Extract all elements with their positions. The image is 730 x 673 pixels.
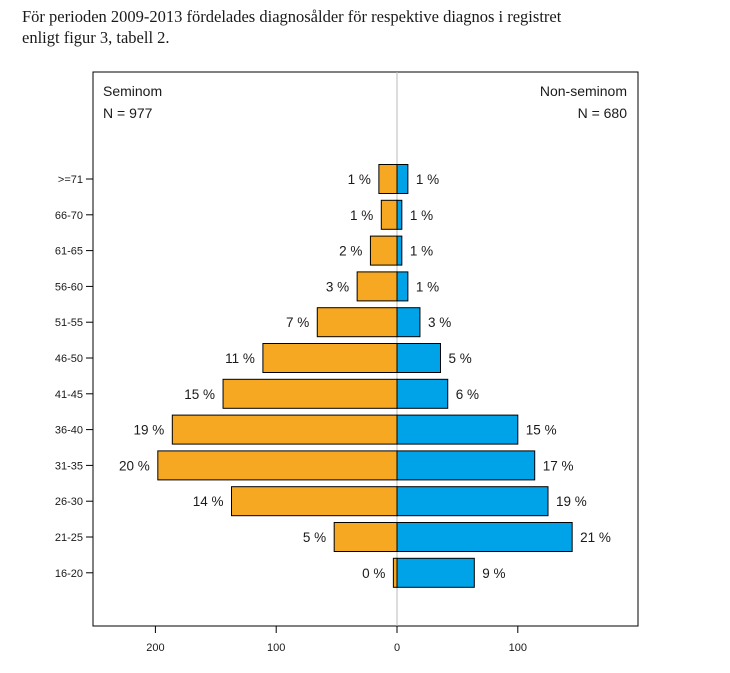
bar-seminom xyxy=(222,378,398,409)
bar-non-seminom xyxy=(396,414,519,445)
y-axis: >=71 66-70 61-65 56-60 51-55 46-50 41-45 36-40 3… xyxy=(55,174,93,580)
x-tick-label: 100 xyxy=(509,642,527,654)
y-tick-label: 36-40 xyxy=(55,425,83,437)
bar-label-non-seminom: 5 % xyxy=(448,351,471,366)
bar-non-seminom xyxy=(396,557,475,588)
bar-non-seminom xyxy=(396,343,441,373)
bar-label-seminom: 0 % xyxy=(362,566,385,581)
bar-labels: 1 % 1 % 1 % 1 % 2 % 1 % 3 % 1 % 7 % 3 % 11 % 5 % 15 … xyxy=(119,172,611,581)
y-tick-label: 16-20 xyxy=(55,568,83,580)
intro-text: För perioden 2009-2013 fördelades diagno… xyxy=(22,6,722,48)
intro-line-1: För perioden 2009-2013 fördelades diagno… xyxy=(22,7,562,26)
y-tick-label: 21-25 xyxy=(55,532,83,544)
bar-seminom xyxy=(171,414,398,445)
plot-frame xyxy=(92,71,639,627)
series-right-name: Non-seminom xyxy=(540,83,627,99)
bar-label-seminom: 7 % xyxy=(286,315,309,330)
x-tick-label: 100 xyxy=(267,642,285,654)
y-tick-label: 61-65 xyxy=(55,246,83,258)
bar-label-non-seminom: 3 % xyxy=(428,315,451,330)
bar-label-seminom: 3 % xyxy=(326,279,349,294)
y-tick-label: 51-55 xyxy=(55,317,83,329)
bar-non-seminom xyxy=(396,164,409,194)
bar-non-seminom xyxy=(396,199,403,230)
bar-seminom xyxy=(378,164,398,194)
series-right-n: N = 680 xyxy=(578,105,628,121)
bar-non-seminom xyxy=(396,522,573,552)
bar-label-non-seminom: 19 % xyxy=(556,494,587,509)
y-tick-label: >=71 xyxy=(58,174,83,186)
x-tick-label: 0 xyxy=(394,642,400,654)
bar-non-seminom xyxy=(396,235,403,266)
bar-label-seminom: 15 % xyxy=(184,387,215,402)
y-tick-label: 56-60 xyxy=(55,281,83,293)
bar-seminom xyxy=(356,271,398,302)
bar-label-non-seminom: 1 % xyxy=(416,279,439,294)
y-tick-label: 46-50 xyxy=(55,353,83,365)
bar-label-non-seminom: 9 % xyxy=(482,566,505,581)
bar-seminom xyxy=(333,522,398,552)
x-tick-label: 200 xyxy=(146,642,164,654)
bar-label-seminom: 1 % xyxy=(350,208,373,223)
bar-label-non-seminom: 17 % xyxy=(543,458,574,473)
bar-label-seminom: 20 % xyxy=(119,458,150,473)
bar-seminom xyxy=(262,343,398,373)
bar-non-seminom xyxy=(396,450,536,481)
bar-label-non-seminom: 1 % xyxy=(410,244,433,259)
bar-label-seminom: 1 % xyxy=(348,172,371,187)
bar-non-seminom xyxy=(396,486,549,517)
bar-seminom xyxy=(316,307,398,338)
bar-seminom xyxy=(231,486,398,517)
y-tick-label: 31-35 xyxy=(55,460,83,472)
bar-label-seminom: 5 % xyxy=(303,530,326,545)
bar-label-seminom: 14 % xyxy=(193,494,224,509)
y-tick-label: 41-45 xyxy=(55,389,83,401)
bar-seminom xyxy=(392,557,398,588)
bar-label-seminom: 19 % xyxy=(134,423,165,438)
bar-label-non-seminom: 1 % xyxy=(416,172,439,187)
bar-seminom xyxy=(380,199,398,230)
series-left-n: N = 977 xyxy=(103,105,153,121)
intro-line-2: enligt figur 3, tabell 2. xyxy=(22,28,170,47)
bar-seminom xyxy=(369,235,398,266)
x-axis: 200 100 0 100 xyxy=(146,626,527,654)
bars xyxy=(157,164,573,588)
y-tick-label: 26-30 xyxy=(55,496,83,508)
series-left-name: Seminom xyxy=(103,83,162,99)
bar-label-seminom: 11 % xyxy=(225,351,255,366)
bar-label-non-seminom: 15 % xyxy=(526,423,557,438)
bar-label-non-seminom: 6 % xyxy=(456,387,479,402)
bar-non-seminom xyxy=(396,271,409,302)
bar-label-seminom: 2 % xyxy=(339,244,362,259)
bar-seminom xyxy=(157,450,398,481)
bar-label-non-seminom: 21 % xyxy=(580,530,611,545)
bar-non-seminom xyxy=(396,378,449,409)
bar-non-seminom xyxy=(396,307,421,338)
bar-label-non-seminom: 1 % xyxy=(410,208,433,223)
y-tick-label: 66-70 xyxy=(55,210,83,222)
